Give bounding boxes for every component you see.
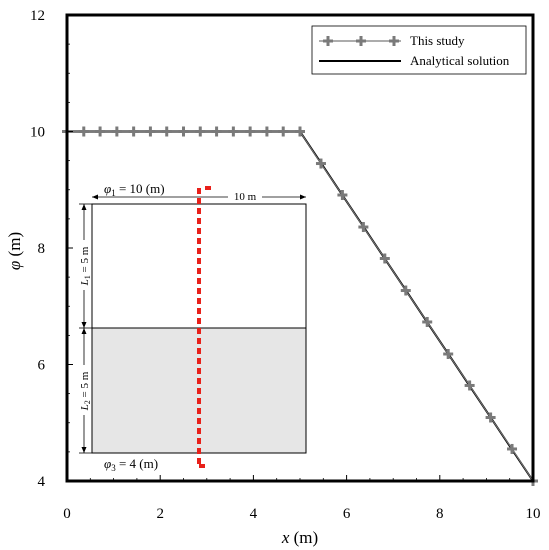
this-study-point bbox=[295, 126, 305, 137]
this-study-point bbox=[145, 126, 156, 137]
inset-arrow-1 bbox=[81, 204, 87, 210]
this-study-point bbox=[400, 285, 411, 296]
this-study-point bbox=[358, 222, 369, 233]
legend-marker bbox=[323, 36, 333, 46]
this-study-point bbox=[95, 126, 106, 137]
inset-layer2-label: L2 = 5 m bbox=[79, 371, 92, 411]
inset-arrow-2 bbox=[81, 322, 87, 328]
y-tick-label: 12 bbox=[30, 8, 45, 24]
this-study-point bbox=[78, 126, 89, 137]
legend-marker bbox=[356, 36, 366, 46]
legend-analytical-label: Analytical solution bbox=[410, 53, 510, 68]
this-study-point bbox=[195, 126, 206, 137]
inset-width-label: 10 m bbox=[234, 191, 257, 203]
y-axis-title: φ (m) bbox=[5, 232, 24, 270]
x-tick-label: 10 bbox=[526, 506, 541, 522]
x-tick-label: 0 bbox=[63, 506, 71, 522]
y-tick-label: 4 bbox=[38, 474, 46, 490]
legend-box bbox=[311, 25, 527, 75]
this-study-point bbox=[379, 253, 390, 264]
legend-this-study-markers bbox=[323, 36, 399, 46]
y-tick-label: 10 bbox=[30, 125, 45, 141]
this-study-point bbox=[278, 126, 289, 137]
this-study-point bbox=[422, 316, 433, 327]
this-study-point bbox=[245, 126, 256, 137]
this-study-point bbox=[178, 126, 189, 137]
inset-arrow-3 bbox=[81, 328, 87, 334]
this-study-point bbox=[211, 126, 222, 137]
inset-width-arrow-right bbox=[300, 194, 306, 200]
this-study-point bbox=[507, 443, 518, 454]
inset-width-arrow-left bbox=[92, 194, 98, 200]
legend-marker bbox=[389, 36, 399, 46]
this-study-point bbox=[261, 126, 272, 137]
x-tick-label: 4 bbox=[250, 506, 258, 522]
inset-upper-layer bbox=[91, 203, 307, 329]
y-tick-label: 8 bbox=[38, 241, 46, 257]
this-study-point bbox=[443, 349, 454, 360]
x-tick-label: 2 bbox=[156, 506, 164, 522]
inset-width-label-bg bbox=[228, 190, 262, 202]
this-study-point bbox=[485, 412, 496, 423]
this-study-point bbox=[128, 126, 139, 137]
inset-schematic: 10 m φ1 = 10 (m) φ3 = 4 (m) L1 = 5 m L2 … bbox=[78, 181, 307, 473]
inset-layer1-label-bg bbox=[78, 240, 90, 290]
x-tick-label: 8 bbox=[436, 506, 444, 522]
axis-tick-marks bbox=[66, 14, 534, 482]
x-axis-title: x (m) bbox=[281, 528, 318, 547]
x-tick-labels: 0 2 4 6 8 10 bbox=[63, 506, 540, 522]
x-tick-label: 6 bbox=[343, 506, 351, 522]
inset-layer2-label-bg bbox=[78, 365, 90, 415]
this-study-point bbox=[161, 126, 172, 137]
inset-section-line bbox=[197, 186, 212, 468]
this-study-point bbox=[464, 380, 475, 391]
legend-this-study-label: This study bbox=[410, 33, 465, 48]
y-tick-label: 6 bbox=[38, 358, 46, 374]
this-study-point bbox=[111, 126, 122, 137]
inset-top-head-label: φ1 = 10 (m) bbox=[104, 181, 165, 198]
this-study-point bbox=[315, 158, 326, 169]
this-study-point bbox=[337, 189, 348, 200]
inset-bottom-head-label: φ3 = 4 (m) bbox=[104, 456, 158, 473]
inset-layer1-label: L1 = 5 m bbox=[79, 246, 92, 286]
legend: This study Analytical solution bbox=[311, 25, 527, 75]
y-tick-labels: 4 6 8 10 12 bbox=[30, 8, 46, 490]
this-study-point bbox=[228, 126, 239, 137]
inset-arrow-4 bbox=[81, 447, 87, 453]
